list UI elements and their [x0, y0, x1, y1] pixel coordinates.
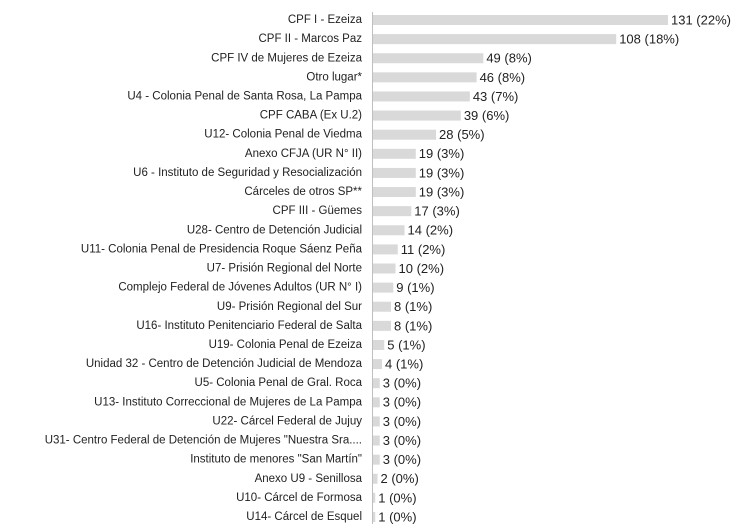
bar [373, 454, 380, 465]
bar [373, 206, 412, 217]
bar [373, 129, 437, 140]
bar [373, 473, 378, 484]
data-label: 9 (1%) [396, 280, 434, 295]
category-label: U16- Instituto Penitenciario Federal de … [136, 320, 362, 332]
category-label: Instituto de menores "San Martín" [190, 454, 362, 466]
data-label: 3 (0%) [383, 376, 421, 391]
category-label: U14- Cárcel de Esquel [246, 511, 362, 523]
bar [373, 244, 398, 255]
data-label: 14 (2%) [408, 223, 454, 238]
bar [373, 34, 617, 45]
category-label: Cárceles de otros SP** [244, 186, 362, 198]
bar [373, 378, 380, 389]
bar [373, 225, 405, 236]
bar [373, 167, 416, 178]
category-label: U31- Centro Federal de Detención de Muje… [45, 435, 362, 447]
category-label: Anexo U9 - Senillosa [255, 473, 363, 485]
bar [373, 339, 385, 350]
bar [373, 263, 396, 274]
data-label: 28 (5%) [439, 127, 485, 142]
data-label: 19 (3%) [419, 184, 465, 199]
data-label: 39 (6%) [464, 108, 510, 123]
data-label: 8 (1%) [394, 318, 432, 333]
bar [373, 435, 380, 446]
bar [373, 320, 392, 331]
category-label: U22- Cárcel Federal de Jujuy [212, 415, 362, 427]
data-label: 131 (22%) [671, 12, 731, 27]
category-label: U28- Centro de Detención Judicial [187, 224, 362, 236]
data-label: 46 (8%) [480, 70, 526, 85]
data-label: 4 (1%) [385, 357, 423, 372]
category-label: CPF IV de Mujeres de Ezeiza [211, 52, 362, 64]
data-label: 2 (0%) [381, 471, 419, 486]
data-label: 8 (1%) [394, 299, 432, 314]
bar [373, 187, 416, 198]
bar [373, 15, 668, 25]
data-label: 19 (3%) [419, 146, 465, 161]
category-label: U19- Colonia Penal de Ezeiza [209, 339, 363, 351]
category-label: U10- Cárcel de Formosa [236, 492, 363, 504]
data-label: 17 (3%) [414, 204, 460, 219]
category-label: U7- Prisión Regional del Norte [207, 263, 362, 275]
bar [373, 492, 376, 503]
category-label: U6 - Instituto de Seguridad y Resocializ… [133, 167, 362, 179]
bar [373, 53, 484, 64]
category-label: U5- Colonia Penal de Gral. Roca [195, 377, 363, 389]
category-label: U12- Colonia Penal de Viedma [204, 129, 362, 141]
bar [373, 512, 376, 522]
data-label: 49 (8%) [486, 51, 532, 66]
bar [373, 301, 392, 312]
data-label: 19 (3%) [419, 165, 465, 180]
category-label: U11- Colonia Penal de Presidencia Roque … [81, 243, 363, 255]
category-label: Complejo Federal de Jóvenes Adultos (UR … [118, 282, 362, 294]
data-label: 1 (0%) [378, 509, 416, 524]
bar [373, 72, 477, 83]
data-label: 1 (0%) [378, 490, 416, 505]
data-label: 5 (1%) [387, 337, 425, 352]
data-label: 108 (18%) [619, 32, 679, 47]
category-label: CPF CABA (Ex U.2) [260, 110, 362, 122]
category-label: U9- Prisión Regional del Sur [217, 301, 362, 313]
category-label: U4 - Colonia Penal de Santa Rosa, La Pam… [127, 90, 362, 102]
data-label: 3 (0%) [383, 414, 421, 429]
data-label: 43 (7%) [473, 89, 519, 104]
bar [373, 110, 461, 121]
category-label: Unidad 32 - Centro de Detención Judicial… [86, 358, 363, 370]
data-label: 10 (2%) [399, 261, 445, 276]
bar [373, 91, 470, 102]
category-label: CPF II - Marcos Paz [258, 33, 362, 45]
category-label: Anexo CFJA (UR N° II) [245, 148, 362, 160]
bar [373, 359, 383, 370]
data-label: 3 (0%) [383, 452, 421, 467]
data-label: 3 (0%) [383, 433, 421, 448]
category-label: CPF I - Ezeiza [288, 14, 363, 26]
data-label: 11 (2%) [401, 242, 446, 257]
category-label: CPF III - Güemes [273, 205, 363, 217]
category-label: Otro lugar* [306, 71, 362, 83]
bar [373, 416, 380, 427]
category-label: U13- Instituto Correccional de Mujeres d… [94, 396, 362, 408]
bar [373, 397, 380, 408]
bar [373, 282, 394, 293]
data-label: 3 (0%) [383, 395, 421, 410]
bar [373, 148, 416, 159]
